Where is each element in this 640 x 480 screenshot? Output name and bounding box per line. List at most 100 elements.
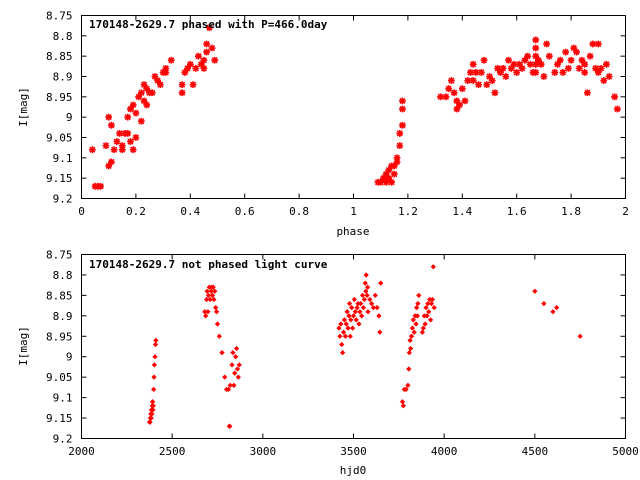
data-point <box>135 93 143 101</box>
data-point <box>458 85 466 93</box>
data-point <box>211 296 217 303</box>
data-point <box>577 333 583 339</box>
y-tick-label: 8.9 <box>53 310 73 323</box>
data-point <box>376 313 382 319</box>
data-point <box>167 56 175 64</box>
data-point <box>453 105 461 113</box>
data-point <box>205 24 213 32</box>
data-point <box>393 158 401 166</box>
data-point <box>132 109 140 117</box>
data-point <box>524 52 531 60</box>
data-point <box>356 321 362 327</box>
data-point <box>385 174 393 182</box>
y-tick-label: 9.15 <box>46 172 73 185</box>
data-point <box>208 288 214 294</box>
y-tick-label: 8.95 <box>46 330 73 343</box>
data-point <box>235 374 241 380</box>
data-point <box>203 40 211 48</box>
data-point <box>425 300 431 307</box>
data-point <box>378 280 384 286</box>
data-point <box>150 407 156 413</box>
data-point <box>342 333 348 339</box>
data-point <box>396 142 404 150</box>
data-point <box>364 292 370 299</box>
data-point <box>152 354 158 360</box>
data-point <box>229 362 235 368</box>
data-point <box>346 300 353 307</box>
data-point <box>118 142 126 150</box>
data-point <box>152 341 159 348</box>
data-point <box>143 85 151 93</box>
data-point <box>208 44 216 52</box>
data-point <box>456 101 463 109</box>
data-point <box>140 81 148 89</box>
data-point <box>148 415 154 421</box>
data-point <box>594 40 602 48</box>
data-point <box>491 89 499 97</box>
data-point <box>113 138 121 145</box>
y-tick-label: 9.1 <box>53 152 73 165</box>
x-tick-label: 4000 <box>431 445 458 458</box>
data-point <box>150 403 156 409</box>
data-point <box>340 329 347 335</box>
data-point <box>184 64 191 72</box>
data-point <box>129 146 137 154</box>
data-point <box>232 370 238 376</box>
data-points <box>146 264 583 429</box>
data-point <box>450 89 458 97</box>
data-point <box>234 366 241 372</box>
data-point <box>469 60 477 68</box>
phased-light-curve-panel: 0 0.2 0.4 0.6 0.8 1 1.2 1.4 1.6 1.8 2 8.75 8.8 8.85 8.… <box>17 10 629 239</box>
x-axis-label: hjd0 <box>340 464 367 477</box>
data-point <box>181 69 189 76</box>
data-point <box>151 73 159 80</box>
data-point <box>406 350 412 356</box>
data-point <box>480 56 488 64</box>
data-point <box>377 178 385 186</box>
data-point <box>562 48 570 56</box>
data-point <box>97 182 104 190</box>
data-point <box>110 146 118 154</box>
data-point <box>553 305 560 311</box>
data-point <box>431 305 437 311</box>
data-point <box>137 117 145 125</box>
data-point <box>429 296 436 303</box>
data-point <box>554 60 561 68</box>
data-point <box>346 313 352 319</box>
data-point <box>399 105 406 113</box>
data-point <box>388 178 395 186</box>
data-point <box>347 333 353 339</box>
data-point <box>105 162 113 170</box>
data-point <box>540 73 548 80</box>
data-point <box>407 345 414 352</box>
data-point <box>411 329 417 335</box>
data-point <box>195 52 202 60</box>
x-tick-label: 1.4 <box>452 205 472 218</box>
data-point <box>592 64 599 72</box>
data-point <box>88 146 96 154</box>
data-point <box>475 81 483 89</box>
axis-ticks: 0 0.2 0.4 0.6 0.8 1 1.2 1.4 1.6 1.8 2 8.75 8.8 8.85 8.… <box>46 10 629 219</box>
data-point <box>532 44 540 52</box>
data-point <box>350 313 357 319</box>
data-point <box>200 56 208 64</box>
data-point <box>348 317 354 323</box>
x-tick-label: 2000 <box>68 445 95 458</box>
data-point <box>469 77 477 84</box>
data-point <box>230 350 236 356</box>
data-point <box>399 399 406 405</box>
data-point <box>408 333 415 339</box>
data-point <box>127 138 134 145</box>
y-tick-label: 8.85 <box>46 289 73 302</box>
data-point <box>349 325 356 331</box>
data-point <box>526 60 534 68</box>
data-point <box>213 309 220 315</box>
data-point <box>605 73 613 80</box>
data-point <box>108 121 115 129</box>
data-point <box>382 178 390 186</box>
data-point <box>597 64 605 72</box>
data-point <box>124 113 132 121</box>
y-axis-label: I[mag] <box>17 326 30 366</box>
data-point <box>600 77 608 84</box>
data-point <box>584 89 591 97</box>
